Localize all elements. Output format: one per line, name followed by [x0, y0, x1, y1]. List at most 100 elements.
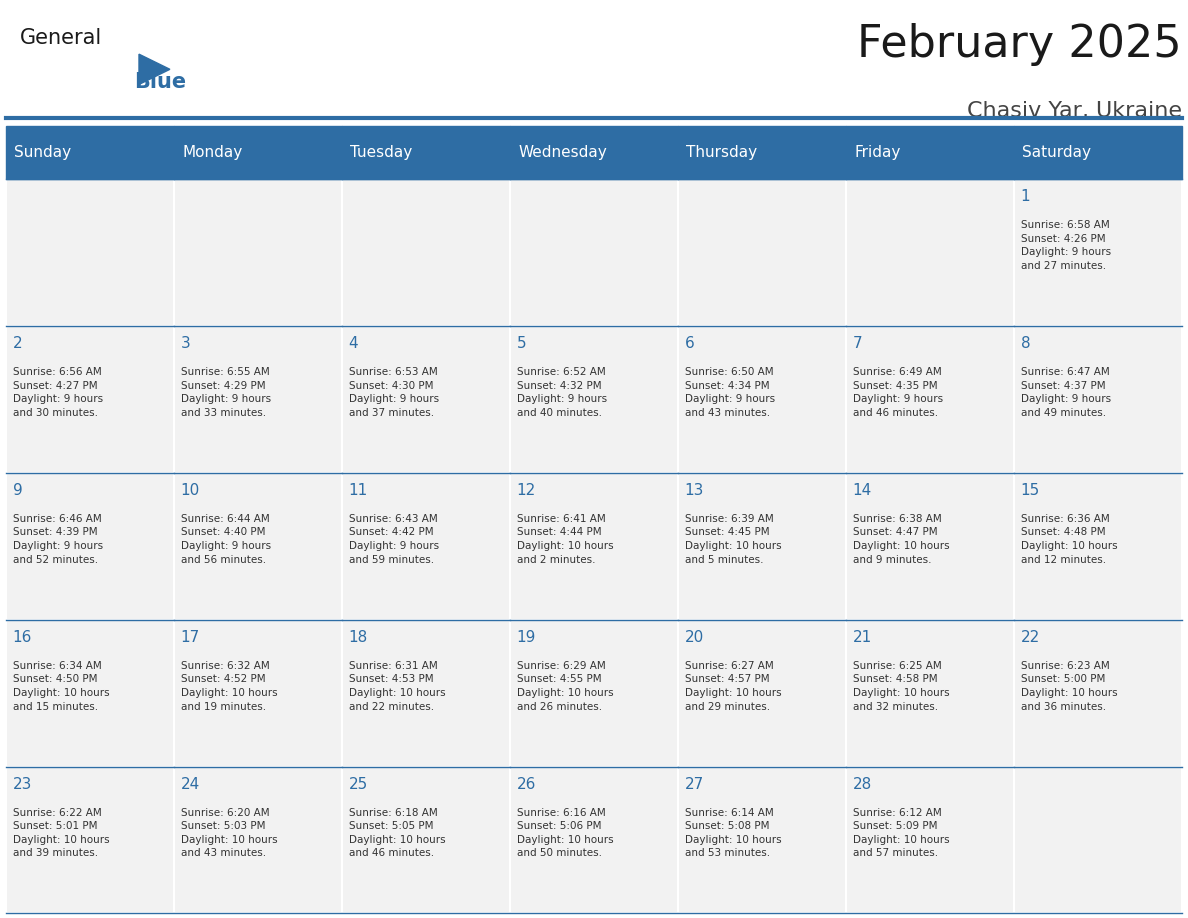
FancyBboxPatch shape	[846, 179, 1015, 326]
FancyBboxPatch shape	[6, 620, 173, 767]
Text: Wednesday: Wednesday	[518, 145, 607, 160]
Text: General: General	[20, 28, 102, 48]
Text: Thursday: Thursday	[687, 145, 758, 160]
FancyBboxPatch shape	[342, 767, 510, 913]
Text: Sunrise: 6:29 AM
Sunset: 4:55 PM
Daylight: 10 hours
and 26 minutes.: Sunrise: 6:29 AM Sunset: 4:55 PM Dayligh…	[517, 661, 613, 711]
Text: Sunrise: 6:44 AM
Sunset: 4:40 PM
Daylight: 9 hours
and 56 minutes.: Sunrise: 6:44 AM Sunset: 4:40 PM Dayligh…	[181, 514, 271, 565]
FancyBboxPatch shape	[510, 767, 678, 913]
Text: 11: 11	[349, 483, 368, 498]
FancyBboxPatch shape	[678, 473, 846, 620]
Text: Blue: Blue	[134, 72, 187, 92]
FancyBboxPatch shape	[678, 179, 846, 326]
FancyBboxPatch shape	[678, 767, 846, 913]
Text: 24: 24	[181, 777, 200, 792]
Text: Tuesday: Tuesday	[350, 145, 412, 160]
FancyBboxPatch shape	[342, 473, 510, 620]
Text: 3: 3	[181, 336, 190, 352]
Text: 13: 13	[684, 483, 704, 498]
Text: 19: 19	[517, 630, 536, 645]
FancyBboxPatch shape	[342, 620, 510, 767]
Text: 14: 14	[853, 483, 872, 498]
Text: Chasiv Yar, Ukraine: Chasiv Yar, Ukraine	[967, 101, 1182, 121]
Text: Sunrise: 6:49 AM
Sunset: 4:35 PM
Daylight: 9 hours
and 46 minutes.: Sunrise: 6:49 AM Sunset: 4:35 PM Dayligh…	[853, 367, 943, 418]
Text: 16: 16	[13, 630, 32, 645]
FancyBboxPatch shape	[1015, 620, 1182, 767]
Text: 21: 21	[853, 630, 872, 645]
FancyBboxPatch shape	[1015, 473, 1182, 620]
Text: 7: 7	[853, 336, 862, 352]
Text: 4: 4	[349, 336, 359, 352]
Text: 18: 18	[349, 630, 368, 645]
Text: Sunrise: 6:27 AM
Sunset: 4:57 PM
Daylight: 10 hours
and 29 minutes.: Sunrise: 6:27 AM Sunset: 4:57 PM Dayligh…	[684, 661, 782, 711]
FancyBboxPatch shape	[342, 126, 510, 179]
FancyBboxPatch shape	[173, 473, 342, 620]
FancyBboxPatch shape	[1015, 126, 1182, 179]
FancyBboxPatch shape	[846, 473, 1015, 620]
FancyBboxPatch shape	[173, 326, 342, 473]
Text: Sunrise: 6:53 AM
Sunset: 4:30 PM
Daylight: 9 hours
and 37 minutes.: Sunrise: 6:53 AM Sunset: 4:30 PM Dayligh…	[349, 367, 438, 418]
Text: Sunrise: 6:50 AM
Sunset: 4:34 PM
Daylight: 9 hours
and 43 minutes.: Sunrise: 6:50 AM Sunset: 4:34 PM Dayligh…	[684, 367, 775, 418]
FancyBboxPatch shape	[6, 326, 173, 473]
Text: 9: 9	[13, 483, 23, 498]
Text: 26: 26	[517, 777, 536, 792]
FancyBboxPatch shape	[342, 179, 510, 326]
Text: 23: 23	[13, 777, 32, 792]
Text: 22: 22	[1020, 630, 1040, 645]
Text: Sunrise: 6:25 AM
Sunset: 4:58 PM
Daylight: 10 hours
and 32 minutes.: Sunrise: 6:25 AM Sunset: 4:58 PM Dayligh…	[853, 661, 949, 711]
Text: Sunrise: 6:22 AM
Sunset: 5:01 PM
Daylight: 10 hours
and 39 minutes.: Sunrise: 6:22 AM Sunset: 5:01 PM Dayligh…	[13, 808, 109, 858]
Text: 6: 6	[684, 336, 695, 352]
FancyBboxPatch shape	[678, 620, 846, 767]
Text: 8: 8	[1020, 336, 1030, 352]
Text: Sunrise: 6:16 AM
Sunset: 5:06 PM
Daylight: 10 hours
and 50 minutes.: Sunrise: 6:16 AM Sunset: 5:06 PM Dayligh…	[517, 808, 613, 858]
Text: Friday: Friday	[854, 145, 901, 160]
FancyBboxPatch shape	[6, 126, 173, 179]
FancyBboxPatch shape	[846, 326, 1015, 473]
FancyBboxPatch shape	[510, 326, 678, 473]
FancyBboxPatch shape	[1015, 326, 1182, 473]
Text: Sunrise: 6:39 AM
Sunset: 4:45 PM
Daylight: 10 hours
and 5 minutes.: Sunrise: 6:39 AM Sunset: 4:45 PM Dayligh…	[684, 514, 782, 565]
FancyBboxPatch shape	[173, 767, 342, 913]
Text: 12: 12	[517, 483, 536, 498]
Text: Sunrise: 6:14 AM
Sunset: 5:08 PM
Daylight: 10 hours
and 53 minutes.: Sunrise: 6:14 AM Sunset: 5:08 PM Dayligh…	[684, 808, 782, 858]
Text: Sunrise: 6:12 AM
Sunset: 5:09 PM
Daylight: 10 hours
and 57 minutes.: Sunrise: 6:12 AM Sunset: 5:09 PM Dayligh…	[853, 808, 949, 858]
FancyBboxPatch shape	[1015, 767, 1182, 913]
Text: Sunday: Sunday	[14, 145, 71, 160]
Text: Sunrise: 6:34 AM
Sunset: 4:50 PM
Daylight: 10 hours
and 15 minutes.: Sunrise: 6:34 AM Sunset: 4:50 PM Dayligh…	[13, 661, 109, 711]
Text: Monday: Monday	[183, 145, 242, 160]
FancyBboxPatch shape	[678, 326, 846, 473]
FancyBboxPatch shape	[510, 473, 678, 620]
Text: 10: 10	[181, 483, 200, 498]
Text: 5: 5	[517, 336, 526, 352]
FancyBboxPatch shape	[510, 179, 678, 326]
Text: 1: 1	[1020, 189, 1030, 205]
Text: Sunrise: 6:38 AM
Sunset: 4:47 PM
Daylight: 10 hours
and 9 minutes.: Sunrise: 6:38 AM Sunset: 4:47 PM Dayligh…	[853, 514, 949, 565]
Text: Sunrise: 6:20 AM
Sunset: 5:03 PM
Daylight: 10 hours
and 43 minutes.: Sunrise: 6:20 AM Sunset: 5:03 PM Dayligh…	[181, 808, 277, 858]
Text: 27: 27	[684, 777, 704, 792]
FancyBboxPatch shape	[173, 620, 342, 767]
Text: Saturday: Saturday	[1023, 145, 1092, 160]
FancyBboxPatch shape	[1015, 179, 1182, 326]
Text: Sunrise: 6:56 AM
Sunset: 4:27 PM
Daylight: 9 hours
and 30 minutes.: Sunrise: 6:56 AM Sunset: 4:27 PM Dayligh…	[13, 367, 103, 418]
Text: February 2025: February 2025	[858, 23, 1182, 66]
Text: 15: 15	[1020, 483, 1040, 498]
Text: 20: 20	[684, 630, 704, 645]
FancyBboxPatch shape	[678, 126, 846, 179]
Text: Sunrise: 6:32 AM
Sunset: 4:52 PM
Daylight: 10 hours
and 19 minutes.: Sunrise: 6:32 AM Sunset: 4:52 PM Dayligh…	[181, 661, 277, 711]
Text: 17: 17	[181, 630, 200, 645]
FancyBboxPatch shape	[342, 326, 510, 473]
FancyBboxPatch shape	[173, 179, 342, 326]
Text: Sunrise: 6:58 AM
Sunset: 4:26 PM
Daylight: 9 hours
and 27 minutes.: Sunrise: 6:58 AM Sunset: 4:26 PM Dayligh…	[1020, 220, 1111, 271]
Text: Sunrise: 6:52 AM
Sunset: 4:32 PM
Daylight: 9 hours
and 40 minutes.: Sunrise: 6:52 AM Sunset: 4:32 PM Dayligh…	[517, 367, 607, 418]
FancyBboxPatch shape	[846, 767, 1015, 913]
Text: Sunrise: 6:36 AM
Sunset: 4:48 PM
Daylight: 10 hours
and 12 minutes.: Sunrise: 6:36 AM Sunset: 4:48 PM Dayligh…	[1020, 514, 1118, 565]
Text: Sunrise: 6:18 AM
Sunset: 5:05 PM
Daylight: 10 hours
and 46 minutes.: Sunrise: 6:18 AM Sunset: 5:05 PM Dayligh…	[349, 808, 446, 858]
Text: 25: 25	[349, 777, 368, 792]
Text: Sunrise: 6:55 AM
Sunset: 4:29 PM
Daylight: 9 hours
and 33 minutes.: Sunrise: 6:55 AM Sunset: 4:29 PM Dayligh…	[181, 367, 271, 418]
FancyBboxPatch shape	[510, 620, 678, 767]
Text: 28: 28	[853, 777, 872, 792]
FancyBboxPatch shape	[846, 126, 1015, 179]
Text: Sunrise: 6:31 AM
Sunset: 4:53 PM
Daylight: 10 hours
and 22 minutes.: Sunrise: 6:31 AM Sunset: 4:53 PM Dayligh…	[349, 661, 446, 711]
FancyBboxPatch shape	[6, 767, 173, 913]
Text: Sunrise: 6:47 AM
Sunset: 4:37 PM
Daylight: 9 hours
and 49 minutes.: Sunrise: 6:47 AM Sunset: 4:37 PM Dayligh…	[1020, 367, 1111, 418]
Polygon shape	[139, 54, 170, 84]
